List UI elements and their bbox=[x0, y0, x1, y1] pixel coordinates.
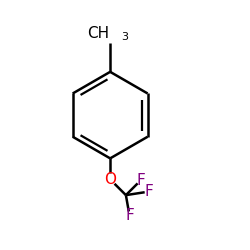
Text: CH: CH bbox=[87, 26, 109, 41]
Text: F: F bbox=[125, 208, 134, 223]
Text: F: F bbox=[145, 184, 154, 199]
Text: O: O bbox=[104, 172, 116, 187]
Text: F: F bbox=[136, 173, 145, 188]
Text: 3: 3 bbox=[121, 32, 128, 42]
